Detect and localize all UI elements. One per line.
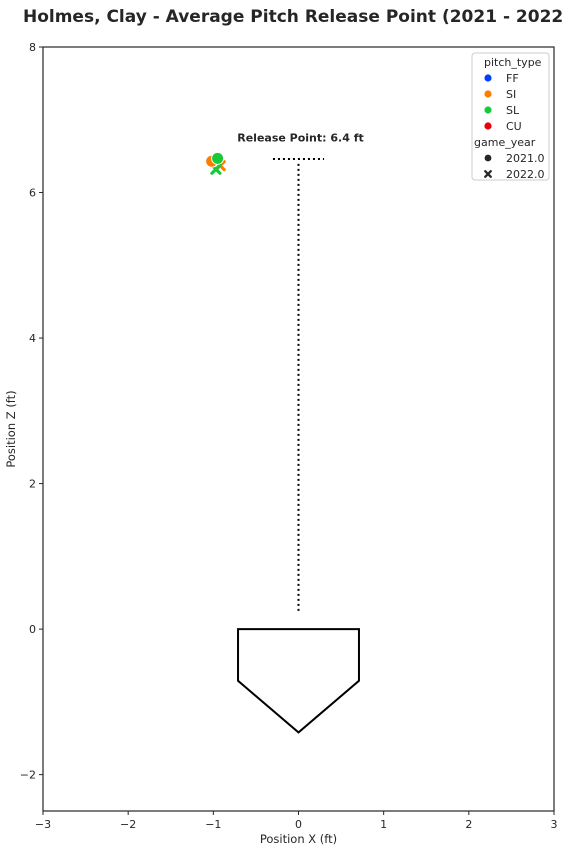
x-tick-label: 3 <box>551 818 558 831</box>
y-tick-label: 4 <box>29 332 36 345</box>
legend-label-ff: FF <box>506 72 519 85</box>
y-tick-label: 8 <box>29 41 36 54</box>
legend-swatch-ff <box>484 74 492 82</box>
legend-swatch-cu <box>484 122 492 130</box>
y-tick-label: 6 <box>29 187 36 200</box>
home-plate-layer <box>237 628 360 734</box>
x-tick-label: −2 <box>120 818 136 831</box>
x-tick-label: 0 <box>295 818 302 831</box>
legend-label-cu: CU <box>506 120 522 133</box>
home-plate <box>237 628 360 734</box>
legend-swatch-sl <box>484 106 492 114</box>
x-tick-label: −1 <box>205 818 221 831</box>
legend-marker-x <box>484 170 492 178</box>
axis-ticks: −3 −2 −1 0 1 2 3 −2 0 2 4 6 8 <box>20 41 558 831</box>
y-axis-label: Position Z (ft) <box>4 390 18 467</box>
legend-style-title: game_year <box>474 136 536 149</box>
legend-hue-title: pitch_type <box>484 56 542 69</box>
legend: pitch_type FF SI SL CU game_year 2021.0 2022.0 <box>471 52 550 181</box>
y-tick-label: 2 <box>29 478 36 491</box>
legend-swatch-si <box>484 90 492 98</box>
legend-box <box>471 52 550 181</box>
release-point-annotation: Release Point: 6.4 ft <box>237 131 364 144</box>
x-axis-label: Position X (ft) <box>260 832 337 846</box>
x-tick-label: −3 <box>35 818 51 831</box>
legend-label-si: SI <box>506 88 516 101</box>
y-tick-label: −2 <box>20 769 36 782</box>
x-tick-label: 2 <box>465 818 472 831</box>
x-tick-label: 1 <box>380 818 387 831</box>
legend-label-year: 2022.0 <box>506 168 545 181</box>
data-marks <box>205 151 226 175</box>
legend-label-sl: SL <box>506 104 520 117</box>
chart-title: Holmes, Clay - Average Pitch Release Poi… <box>23 7 564 27</box>
legend-label-year: 2021.0 <box>506 152 545 165</box>
point-sl-2021 <box>211 151 225 165</box>
y-tick-label: 0 <box>29 623 36 636</box>
legend-marker-circle <box>484 154 492 162</box>
release-line-layer <box>272 158 325 611</box>
